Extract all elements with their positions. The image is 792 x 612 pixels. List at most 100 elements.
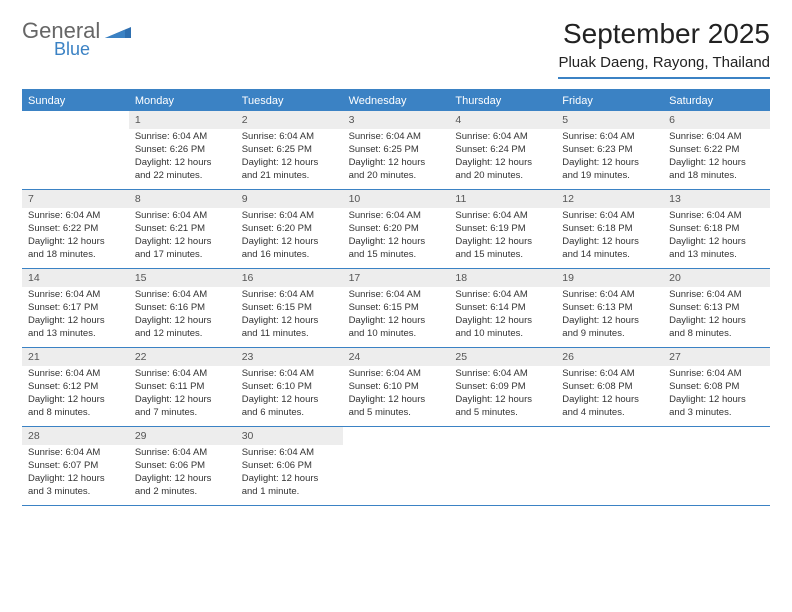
day-number: 7: [22, 190, 129, 208]
day-number: 1: [129, 111, 236, 129]
cell-d1: Daylight: 12 hours: [349, 315, 444, 328]
cell-ss: Sunset: 6:25 PM: [242, 144, 337, 157]
cell-d1: Daylight: 12 hours: [242, 394, 337, 407]
cell-d1: Daylight: 12 hours: [28, 394, 123, 407]
dow-wednesday: Wednesday: [343, 91, 450, 111]
cell-d2: and 13 minutes.: [669, 249, 764, 262]
logo-text: General Blue: [22, 18, 131, 60]
calendar-cell: 15Sunrise: 6:04 AMSunset: 6:16 PMDayligh…: [129, 269, 236, 347]
cell-ss: Sunset: 6:14 PM: [455, 302, 550, 315]
cell-sr: Sunrise: 6:04 AM: [28, 447, 123, 460]
calendar-cell: 13Sunrise: 6:04 AMSunset: 6:18 PMDayligh…: [663, 190, 770, 268]
day-number: 26: [556, 348, 663, 366]
calendar-cell: 20Sunrise: 6:04 AMSunset: 6:13 PMDayligh…: [663, 269, 770, 347]
cell-body: Sunrise: 6:04 AMSunset: 6:21 PMDaylight:…: [129, 208, 236, 265]
cell-d1: Daylight: 12 hours: [562, 315, 657, 328]
cell-ss: Sunset: 6:08 PM: [562, 381, 657, 394]
cell-ss: Sunset: 6:18 PM: [562, 223, 657, 236]
dow-tuesday: Tuesday: [236, 91, 343, 111]
cell-sr: Sunrise: 6:04 AM: [669, 210, 764, 223]
cell-d2: and 12 minutes.: [135, 328, 230, 341]
cell-body: Sunrise: 6:04 AMSunset: 6:23 PMDaylight:…: [556, 129, 663, 186]
cell-d2: and 11 minutes.: [242, 328, 337, 341]
logo-triangle-icon: [105, 24, 131, 38]
cell-d2: and 5 minutes.: [349, 407, 444, 420]
cell-ss: Sunset: 6:07 PM: [28, 460, 123, 473]
cell-d1: Daylight: 12 hours: [669, 157, 764, 170]
calendar-cell: 26Sunrise: 6:04 AMSunset: 6:08 PMDayligh…: [556, 348, 663, 426]
logo: General Blue: [22, 18, 131, 60]
cell-body: Sunrise: 6:04 AMSunset: 6:20 PMDaylight:…: [236, 208, 343, 265]
cell-ss: Sunset: 6:17 PM: [28, 302, 123, 315]
header: General Blue September 2025 Pluak Daeng,…: [22, 18, 770, 79]
dow-thursday: Thursday: [449, 91, 556, 111]
day-number: 9: [236, 190, 343, 208]
cell-sr: Sunrise: 6:04 AM: [349, 131, 444, 144]
calendar-cell: 7Sunrise: 6:04 AMSunset: 6:22 PMDaylight…: [22, 190, 129, 268]
cell-sr: Sunrise: 6:04 AM: [242, 210, 337, 223]
cell-body: Sunrise: 6:04 AMSunset: 6:08 PMDaylight:…: [556, 366, 663, 423]
cell-d2: and 8 minutes.: [669, 328, 764, 341]
cell-sr: Sunrise: 6:04 AM: [242, 131, 337, 144]
calendar-cell: 21Sunrise: 6:04 AMSunset: 6:12 PMDayligh…: [22, 348, 129, 426]
cell-d1: Daylight: 12 hours: [135, 473, 230, 486]
cell-body: Sunrise: 6:04 AMSunset: 6:06 PMDaylight:…: [129, 445, 236, 502]
cell-sr: Sunrise: 6:04 AM: [455, 131, 550, 144]
cell-sr: Sunrise: 6:04 AM: [242, 289, 337, 302]
calendar-cell: 27Sunrise: 6:04 AMSunset: 6:08 PMDayligh…: [663, 348, 770, 426]
week-row: 1Sunrise: 6:04 AMSunset: 6:26 PMDaylight…: [22, 111, 770, 190]
cell-d1: Daylight: 12 hours: [28, 473, 123, 486]
cell-d1: Daylight: 12 hours: [135, 394, 230, 407]
day-number: 30: [236, 427, 343, 445]
cell-d1: Daylight: 12 hours: [669, 394, 764, 407]
calendar-cell: 19Sunrise: 6:04 AMSunset: 6:13 PMDayligh…: [556, 269, 663, 347]
day-number: 21: [22, 348, 129, 366]
cell-d1: Daylight: 12 hours: [242, 315, 337, 328]
cell-d2: and 17 minutes.: [135, 249, 230, 262]
cell-d2: and 20 minutes.: [349, 170, 444, 183]
cell-ss: Sunset: 6:08 PM: [669, 381, 764, 394]
day-number: 14: [22, 269, 129, 287]
cell-sr: Sunrise: 6:04 AM: [562, 289, 657, 302]
cell-body: Sunrise: 6:04 AMSunset: 6:22 PMDaylight:…: [663, 129, 770, 186]
cell-sr: Sunrise: 6:04 AM: [135, 447, 230, 460]
cell-body: Sunrise: 6:04 AMSunset: 6:15 PMDaylight:…: [343, 287, 450, 344]
calendar-cell: 3Sunrise: 6:04 AMSunset: 6:25 PMDaylight…: [343, 111, 450, 189]
week-row: 7Sunrise: 6:04 AMSunset: 6:22 PMDaylight…: [22, 190, 770, 269]
cell-d2: and 18 minutes.: [669, 170, 764, 183]
day-number: 8: [129, 190, 236, 208]
calendar-cell: [663, 427, 770, 505]
calendar-cell: 22Sunrise: 6:04 AMSunset: 6:11 PMDayligh…: [129, 348, 236, 426]
cell-sr: Sunrise: 6:04 AM: [135, 131, 230, 144]
cell-d2: and 6 minutes.: [242, 407, 337, 420]
calendar-cell: 17Sunrise: 6:04 AMSunset: 6:15 PMDayligh…: [343, 269, 450, 347]
calendar-cell: 10Sunrise: 6:04 AMSunset: 6:20 PMDayligh…: [343, 190, 450, 268]
day-number: 27: [663, 348, 770, 366]
cell-d2: and 5 minutes.: [455, 407, 550, 420]
cell-sr: Sunrise: 6:04 AM: [28, 289, 123, 302]
dow-row: Sunday Monday Tuesday Wednesday Thursday…: [22, 91, 770, 111]
calendar-cell: 30Sunrise: 6:04 AMSunset: 6:06 PMDayligh…: [236, 427, 343, 505]
cell-d1: Daylight: 12 hours: [669, 236, 764, 249]
cell-d1: Daylight: 12 hours: [135, 157, 230, 170]
cell-sr: Sunrise: 6:04 AM: [349, 210, 444, 223]
cell-body: Sunrise: 6:04 AMSunset: 6:14 PMDaylight:…: [449, 287, 556, 344]
day-number: 22: [129, 348, 236, 366]
cell-d2: and 21 minutes.: [242, 170, 337, 183]
cell-d2: and 14 minutes.: [562, 249, 657, 262]
cell-d2: and 15 minutes.: [349, 249, 444, 262]
cell-d1: Daylight: 12 hours: [135, 236, 230, 249]
cell-d2: and 3 minutes.: [669, 407, 764, 420]
cell-ss: Sunset: 6:20 PM: [242, 223, 337, 236]
dow-sunday: Sunday: [22, 91, 129, 111]
cell-body: Sunrise: 6:04 AMSunset: 6:20 PMDaylight:…: [343, 208, 450, 265]
cell-d1: Daylight: 12 hours: [242, 157, 337, 170]
cell-d1: Daylight: 12 hours: [349, 394, 444, 407]
calendar-cell: 1Sunrise: 6:04 AMSunset: 6:26 PMDaylight…: [129, 111, 236, 189]
calendar-cell: 4Sunrise: 6:04 AMSunset: 6:24 PMDaylight…: [449, 111, 556, 189]
cell-d2: and 16 minutes.: [242, 249, 337, 262]
day-number: 3: [343, 111, 450, 129]
day-number: 18: [449, 269, 556, 287]
cell-d2: and 22 minutes.: [135, 170, 230, 183]
cell-d2: and 13 minutes.: [28, 328, 123, 341]
